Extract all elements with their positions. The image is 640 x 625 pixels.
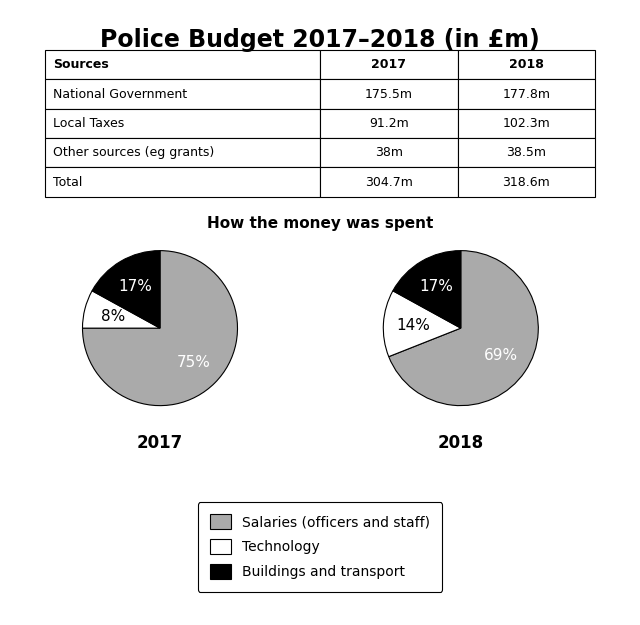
Text: National Government: National Government bbox=[53, 88, 187, 101]
Bar bbox=[458, 79, 595, 109]
Text: 14%: 14% bbox=[396, 318, 430, 332]
Text: How the money was spent: How the money was spent bbox=[207, 216, 433, 231]
Bar bbox=[45, 50, 320, 79]
Text: 102.3m: 102.3m bbox=[502, 117, 550, 130]
Text: Sources: Sources bbox=[53, 58, 109, 71]
Text: 38.5m: 38.5m bbox=[506, 146, 547, 159]
Bar bbox=[45, 138, 320, 168]
Legend: Salaries (officers and staff), Technology, Buildings and transport: Salaries (officers and staff), Technolog… bbox=[198, 502, 442, 592]
Text: 69%: 69% bbox=[483, 348, 518, 362]
Text: 8%: 8% bbox=[101, 309, 125, 324]
Text: 318.6m: 318.6m bbox=[502, 176, 550, 189]
Wedge shape bbox=[83, 251, 237, 406]
Text: Other sources (eg grants): Other sources (eg grants) bbox=[53, 146, 214, 159]
Bar bbox=[45, 168, 320, 197]
Bar bbox=[45, 79, 320, 109]
Text: Police Budget 2017–2018 (in £m): Police Budget 2017–2018 (in £m) bbox=[100, 28, 540, 52]
Bar bbox=[458, 138, 595, 168]
Text: 2018: 2018 bbox=[438, 434, 484, 452]
Text: 75%: 75% bbox=[177, 354, 211, 369]
Text: 38m: 38m bbox=[375, 146, 403, 159]
Text: 304.7m: 304.7m bbox=[365, 176, 413, 189]
Bar bbox=[320, 79, 458, 109]
Bar bbox=[458, 168, 595, 197]
Text: 175.5m: 175.5m bbox=[365, 88, 413, 101]
Wedge shape bbox=[92, 251, 160, 328]
Text: 91.2m: 91.2m bbox=[369, 117, 409, 130]
Text: 17%: 17% bbox=[419, 279, 453, 294]
Bar bbox=[458, 109, 595, 138]
Bar bbox=[320, 50, 458, 79]
Bar bbox=[320, 109, 458, 138]
Text: 2017: 2017 bbox=[371, 58, 406, 71]
Wedge shape bbox=[383, 291, 461, 357]
Bar bbox=[45, 109, 320, 138]
Bar bbox=[320, 138, 458, 168]
Text: Local Taxes: Local Taxes bbox=[53, 117, 124, 130]
Text: 2017: 2017 bbox=[137, 434, 183, 452]
Text: Total: Total bbox=[53, 176, 83, 189]
Bar bbox=[320, 168, 458, 197]
Wedge shape bbox=[83, 291, 160, 328]
Wedge shape bbox=[393, 251, 461, 328]
Text: 177.8m: 177.8m bbox=[502, 88, 550, 101]
Text: 17%: 17% bbox=[118, 279, 152, 294]
Bar bbox=[458, 50, 595, 79]
Text: 2018: 2018 bbox=[509, 58, 544, 71]
Wedge shape bbox=[388, 251, 538, 406]
